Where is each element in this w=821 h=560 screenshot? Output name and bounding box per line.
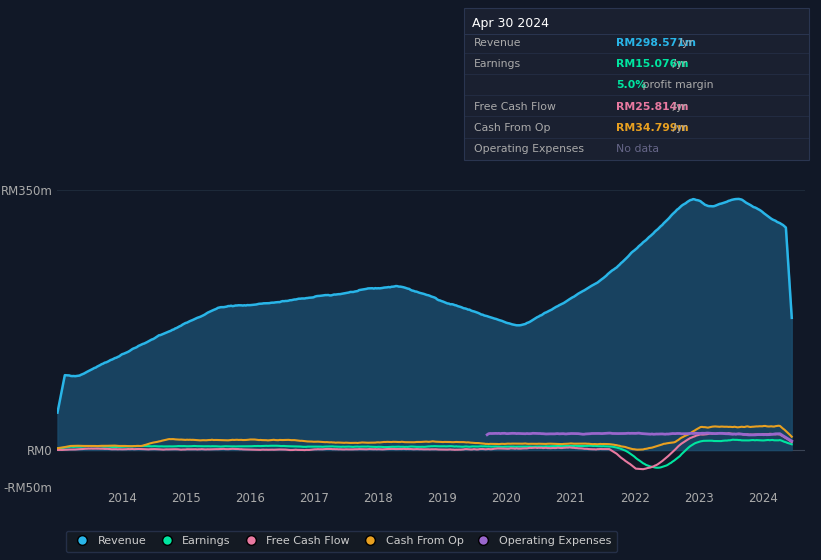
Text: Earnings: Earnings	[474, 59, 521, 69]
Legend: Revenue, Earnings, Free Cash Flow, Cash From Op, Operating Expenses: Revenue, Earnings, Free Cash Flow, Cash …	[66, 531, 617, 552]
Text: RM15.076m: RM15.076m	[616, 59, 688, 69]
Text: /yr: /yr	[669, 102, 687, 112]
Text: Operating Expenses: Operating Expenses	[474, 144, 584, 155]
Text: 5.0%: 5.0%	[616, 81, 646, 91]
Text: RM34.799m: RM34.799m	[616, 123, 688, 133]
Text: RM25.814m: RM25.814m	[616, 102, 688, 112]
Text: No data: No data	[616, 144, 658, 155]
Text: Free Cash Flow: Free Cash Flow	[474, 102, 556, 112]
Text: Cash From Op: Cash From Op	[474, 123, 550, 133]
Text: profit margin: profit margin	[640, 81, 714, 91]
Text: /yr: /yr	[675, 38, 693, 48]
Text: RM298.571m: RM298.571m	[616, 38, 695, 48]
Text: Apr 30 2024: Apr 30 2024	[472, 17, 549, 30]
Text: /yr: /yr	[669, 59, 687, 69]
Text: Revenue: Revenue	[474, 38, 521, 48]
Text: /yr: /yr	[669, 123, 687, 133]
